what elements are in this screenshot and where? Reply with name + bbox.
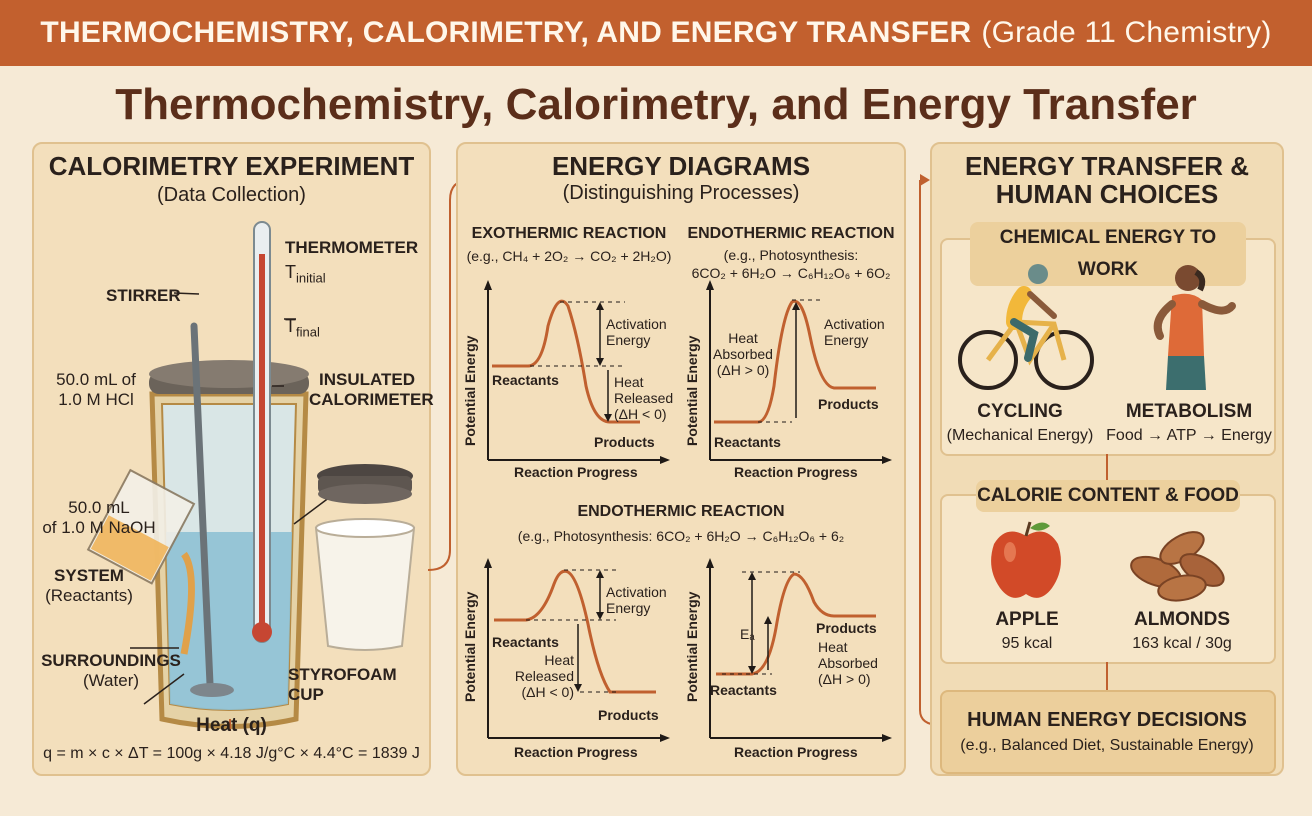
stirrer-rod [190,322,214,688]
bottom-right-heat-absorbed: Heat Absorbed (ΔH > 0) [818,639,878,687]
exo-activation-label: Activation Energy [606,316,667,348]
cycling-label: CYCLING [977,401,1063,422]
calorimeter-illustration [86,221,335,731]
apple-kcal: 95 kcal [1001,635,1053,652]
bottom-left-activation: Activation Energy [606,584,667,616]
runner-icon [1153,265,1236,390]
energy-diagrams-subtitle: (Distinguishing Processes) [562,182,800,204]
calorimetry-title: CALORIMETRY EXPERIMENT [48,151,415,181]
naoh-label: 50.0 mL of 1.0 M NaOH [42,498,156,537]
endo-products: Products [818,396,879,412]
connector-line-2 [1106,662,1108,690]
energy-diagrams-panel: ENERGY DIAGRAMS (Distinguishing Processe… [456,142,906,776]
styrofoam-cup-illustration [314,464,416,651]
exo-equation: (e.g., CH₄ + 2O₂ → CO₂ + 2H₂O) [466,248,672,264]
bottom-left-reactants: Reactants [492,634,559,650]
metabolism-label: METABOLISM [1125,401,1253,422]
bottom-right-diagram [706,558,892,742]
bottom-right-reactants: Reactants [710,682,777,698]
thermometer-label: THERMOMETER [285,238,419,257]
endo-curve [714,299,876,424]
exo-diagram [484,280,670,464]
page-title: Thermochemistry, Calorimetry, and Energy… [115,80,1197,129]
almonds-kcal: 163 kcal / 30g [1132,635,1232,652]
surroundings-label: SURROUNDINGS (Water) [41,651,181,690]
endo-x-axis: Reaction Progress [734,464,858,480]
calorimetry-subtitle: (Data Collection) [157,184,306,206]
decisions-sub: (e.g., Balanced Diet, Sustainable Energy… [960,737,1254,754]
exo-title: EXOTHERMIC REACTION [471,225,667,242]
bottom-right-curve [716,572,876,676]
exo-products: Products [594,434,655,450]
calorimetry-panel: CALORIMETRY EXPERIMENT (Data Collection) [32,142,434,776]
transfer-title: ENERGY TRANSFER & HUMAN CHOICES [964,151,1250,209]
decisions-title: HUMAN ENERGY DECISIONS [967,709,1247,731]
bottom-left-diagram [484,558,670,742]
endo-diagram [706,280,892,464]
beaker-hcl [86,468,196,585]
banner-grade: (Grade 11 Chemistry) [981,16,1272,49]
bottom-left-products: Products [598,707,659,723]
exo-heat-released-label: Heat Released (ΔH < 0) [614,374,674,422]
bottom-right-y-axis: Potential Energy [684,591,700,702]
exo-y-axis: Potential Energy [462,335,478,446]
hcl-label: 50.0 mL of 1.0 M HCl [56,370,136,409]
bottom-left-x-axis: Reaction Progress [514,744,638,760]
bottom-right-products: Products [816,620,877,636]
decisions-box [940,690,1276,774]
metabolism-sub: Food → ATP → Energy [1106,427,1272,444]
apple-icon [991,521,1061,598]
t-initial-label: Tinitial [285,262,326,286]
energy-transfer-panel: ENERGY TRANSFER & HUMAN CHOICES CHEMICAL … [930,142,1284,776]
endo2-title: ENDOTHERMIC REACTION [577,503,785,520]
energy-diagrams-title: ENERGY DIAGRAMS [551,151,811,181]
heat-label: Heat (q) [196,715,267,736]
bottom-left-curve [494,569,656,694]
almonds-icon [1130,531,1225,602]
apple-label: APPLE [995,609,1059,630]
bottom-right-ea: Eₐ [740,626,755,642]
bottom-right-x-axis: Reaction Progress [734,744,858,760]
connector-line-1 [1106,454,1108,484]
endo-heat-absorbed-label: Heat Absorbed (ΔH > 0) [713,330,773,378]
insulated-calorimeter-label: INSULATED CALORIMETER [309,370,434,409]
cycling-sub: (Mechanical Energy) [946,427,1094,444]
heat-equation: q = m × c × ΔT = 100g × 4.18 J/g°C × 4.4… [43,745,420,762]
banner-title: THERMOCHEMISTRY, CALORIMETRY, AND ENERGY… [40,16,972,49]
stirrer-label: STIRRER [106,286,181,305]
almonds-label: ALMONDS [1133,609,1231,630]
endo2-equation: (e.g., Photosynthesis: 6CO₂ + 6H₂O → C₆H… [517,528,845,544]
endo-title: ENDOTHERMIC REACTION [687,225,895,242]
exo-reactants: Reactants [492,372,559,388]
bottom-left-heat-released: Heat Released (ΔH < 0) [514,652,574,700]
stirrer-paddle [190,683,234,697]
t-final-label: Tfinal [285,316,320,340]
calorie-title: CALORIE CONTENT & FOOD [976,480,1240,512]
endo-reactants: Reactants [714,434,781,450]
system-label: SYSTEM (Reactants) [45,566,133,605]
exo-x-axis: Reaction Progress [514,464,638,480]
cyclist-icon [958,264,1094,390]
endo-y-axis: Potential Energy [684,335,700,446]
top-banner: THERMOCHEMISTRY, CALORIMETRY, AND ENERGY… [0,0,1312,66]
bottom-left-y-axis: Potential Energy [462,591,478,702]
styrofoam-cup-label: STYROFOAM CUP [288,665,397,704]
exo-curve [492,299,640,424]
cup-body [314,527,416,651]
endo-activation-label: Activation Energy [824,316,885,348]
endo-equation: (e.g., Photosynthesis: 6CO₂ + 6H₂O → C₆H₁… [691,247,891,281]
